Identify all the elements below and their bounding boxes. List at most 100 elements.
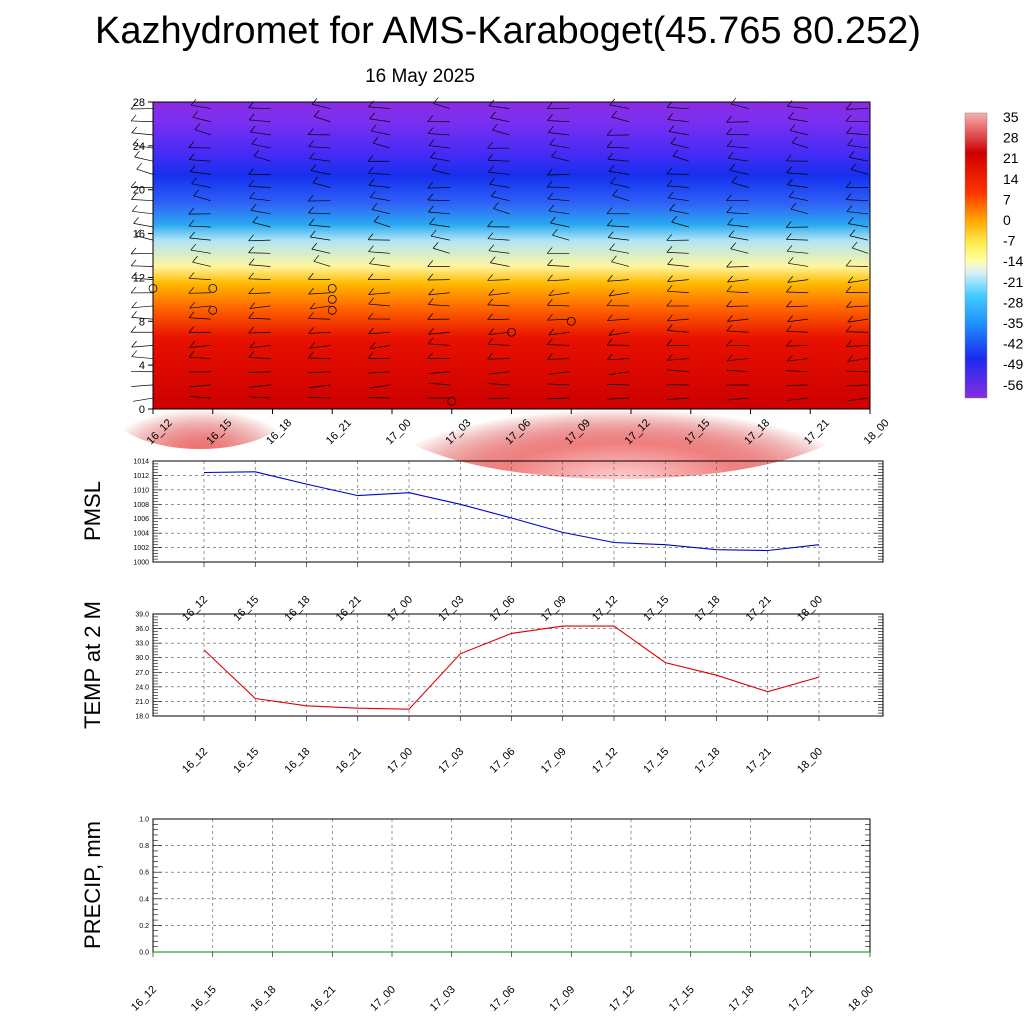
wind-barb-shaft (487, 238, 510, 241)
wind-barb-shaft (131, 120, 154, 123)
wind-barb-shaft (786, 250, 809, 254)
wind-barb-flag (667, 354, 673, 361)
x-tick-label: 17_21 (786, 984, 816, 1014)
wind-barb-flag (845, 286, 852, 293)
x-tick-label: 17_12 (590, 594, 620, 624)
calm-circle (208, 305, 218, 315)
wind-barb-shaft (369, 384, 391, 389)
wind-barb-shaft (131, 356, 154, 359)
wind-barb-flag (308, 351, 314, 359)
wind-barb-shaft (248, 357, 271, 359)
wind-barb-flag (427, 352, 434, 359)
wind-barb-flag (671, 215, 677, 223)
wind-barb-flag (488, 99, 495, 107)
wind-barb-flag (131, 205, 138, 212)
y-tick-label: 20 (133, 185, 145, 197)
wind-barb-flag (667, 191, 674, 199)
wind-barb-shaft (729, 169, 749, 175)
wind-barb-shaft (428, 211, 450, 215)
wind-barb-flag (667, 275, 673, 282)
wind-barb-flag (547, 313, 553, 321)
wind-barb-shaft (547, 279, 570, 282)
y-axis-label: TEMP at 2 M (80, 601, 105, 729)
panel-frame (152, 613, 884, 717)
page-title: Kazhydromet for AMS-Karaboget(45.765 80.… (95, 10, 921, 52)
wind-barb-shaft (248, 317, 271, 320)
wind-barb-shaft (547, 304, 570, 307)
wind-barb-shaft (847, 318, 869, 323)
wind-barb-shaft (487, 358, 510, 360)
colorbar-label: 21 (1003, 150, 1019, 166)
wind-barb-shaft (847, 144, 869, 149)
wind-barb-shaft (792, 142, 809, 149)
wind-barb-shaft (846, 384, 869, 387)
wind-barb-flag (608, 329, 615, 336)
wind-barb-flag (248, 246, 254, 253)
wind-barb-shaft (248, 396, 271, 399)
wind-barb-shaft (667, 358, 689, 361)
x-tick-label: 17_15 (641, 594, 671, 624)
wind-barb-shaft (846, 370, 869, 373)
colorbar-labels: 35 28 21 14 7 0 -7 -14 -21 -28 -35 -42 -49 -56 (1003, 109, 1023, 393)
wind-barb-shaft (667, 279, 689, 282)
colorbar-label: -49 (1003, 356, 1023, 372)
wind-barb-shaft (309, 305, 331, 310)
wind-barb-flag (612, 189, 618, 196)
x-tick-label: 17_03 (428, 984, 458, 1014)
y-tick-label: 0.6 (139, 870, 149, 877)
wind-barb-flag (188, 207, 195, 215)
wind-barb-flag (666, 101, 673, 108)
x-tick-label: 16_15 (189, 984, 219, 1014)
wind-barb-flag (849, 229, 856, 236)
wind-barb-flag (130, 114, 137, 122)
y-tick-label: 24.0 (135, 684, 149, 691)
wind-barb-flag (308, 140, 314, 147)
wind-barb-flag (427, 298, 434, 305)
wind-barb-shaft (787, 318, 809, 323)
wind-barb-shaft (373, 142, 391, 149)
wind-barb-flag (611, 110, 617, 118)
wind-barb-shaft (248, 371, 271, 373)
wind-barb-flag (726, 339, 732, 347)
wind-barb-shaft (250, 209, 271, 215)
wind-barb-shaft (131, 252, 154, 255)
wind-barb-flag (670, 137, 676, 144)
wind-barb-flag (251, 137, 258, 145)
wind-barb-shaft (308, 371, 331, 374)
wind-barb-shaft (666, 252, 689, 254)
wind-barb-shaft (428, 331, 450, 335)
wind-barb-flag (371, 203, 378, 210)
wind-barb-flag (367, 352, 374, 359)
wind-barb-flag (487, 154, 493, 161)
wind-barb-flag (309, 230, 316, 238)
wind-barb-shaft (547, 318, 570, 321)
wind-barb-shaft (368, 331, 391, 335)
wind-barb-shaft (251, 143, 271, 149)
wind-barb-shaft (131, 265, 154, 267)
wind-barb-flag (130, 181, 137, 188)
wind-barb-flag (308, 218, 315, 226)
wind-barb-shaft (726, 291, 749, 294)
x-tick-label: 17_03 (436, 594, 466, 624)
wind-barb-flag (552, 228, 558, 236)
calm-circle (507, 327, 516, 337)
calm-circle (327, 294, 337, 304)
colorbar-label: 0 (1003, 212, 1011, 228)
wind-barb-flag (373, 215, 380, 222)
wind-barb-shaft (611, 116, 630, 123)
wind-barb-shaft (368, 371, 391, 374)
x-tick-label: 17_00 (368, 984, 398, 1014)
colorbar-label: 35 (1003, 109, 1019, 125)
wind-barb-flag (488, 328, 494, 335)
wind-barb-flag (672, 149, 679, 157)
wind-barb-flag (668, 125, 675, 132)
wind-barb-shaft (849, 156, 869, 162)
wind-barb-flag (188, 153, 195, 160)
wind-barb-shaft (730, 248, 749, 254)
wind-barb-flag (189, 341, 195, 348)
wind-barb-shaft (789, 130, 809, 136)
wind-barb-flag (134, 150, 140, 158)
wind-barb-flag (547, 192, 554, 200)
wind-barb-shaft (191, 183, 211, 188)
wind-barb-shaft (313, 260, 331, 267)
